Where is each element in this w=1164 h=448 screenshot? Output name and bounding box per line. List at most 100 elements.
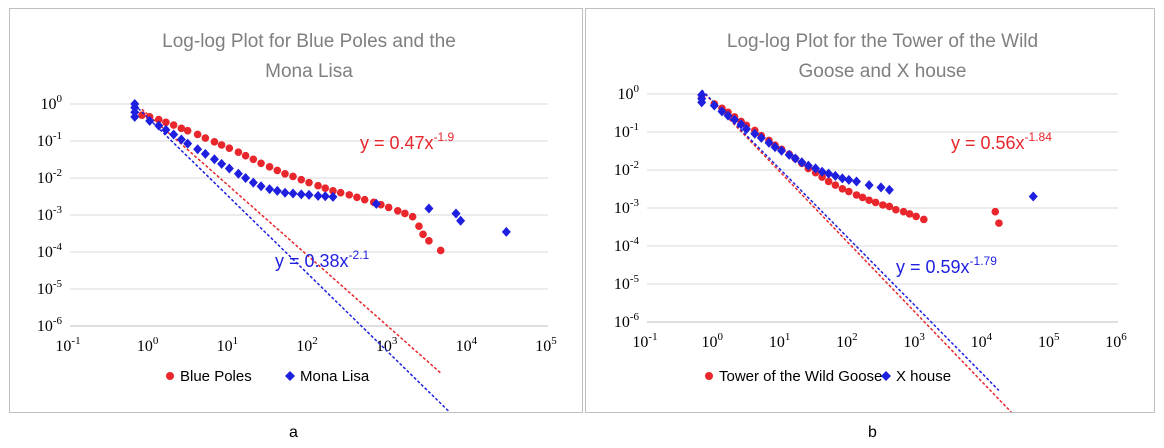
data-point (831, 181, 840, 189)
data-point (176, 134, 186, 145)
data-point (393, 206, 402, 215)
y-tick-label: 10-1 (37, 130, 62, 150)
data-point (304, 189, 314, 200)
data-point (803, 160, 813, 171)
trendline-equation: y = 0.59x-1.79 (896, 254, 997, 277)
data-point (297, 175, 306, 184)
data-point (844, 174, 854, 185)
x-tick-label: 101 (769, 331, 791, 351)
data-point (885, 202, 894, 211)
data-point (321, 184, 330, 193)
data-point (991, 207, 1000, 216)
data-point (265, 163, 274, 171)
data-point (345, 191, 354, 199)
x-tick-label: 105 (535, 335, 557, 355)
data-point (697, 97, 707, 108)
legend-marker (285, 371, 295, 381)
chart-b-svg: Log-log Plot for the Tower of the Wild Go… (614, 31, 1127, 412)
data-point (272, 185, 282, 196)
data-point (837, 173, 847, 184)
data-point (756, 132, 766, 143)
data-point (419, 230, 427, 239)
y-tick-label: 10-4 (614, 235, 640, 255)
data-point (864, 180, 874, 191)
x-tick-label: 100 (137, 335, 159, 355)
y-tick-label: 10-6 (614, 311, 640, 331)
legend-label: Tower of the Wild Goose (719, 368, 882, 385)
data-point (154, 120, 164, 131)
data-point (401, 209, 409, 218)
y-tick-label: 10-1 (614, 121, 639, 141)
data-point (1028, 191, 1038, 202)
x-tick-label: 106 (1105, 331, 1127, 351)
y-tick-label: 10-2 (614, 159, 639, 179)
trendline-x-house (701, 89, 1000, 392)
x-tick-label: 10-1 (55, 335, 80, 355)
data-point (183, 138, 193, 149)
data-point (884, 184, 894, 195)
data-point (456, 215, 466, 226)
data-point (257, 159, 265, 168)
data-point (224, 163, 234, 174)
y-tick-label: 10-3 (37, 204, 63, 224)
data-point (169, 121, 178, 129)
data-point (451, 208, 461, 219)
data-point (225, 144, 234, 152)
trendline-equation: y = 0.38x-2.1 (275, 248, 370, 271)
panel-label-a: a (289, 424, 298, 441)
y-tick-label: 100 (618, 83, 640, 103)
data-point (425, 237, 433, 245)
data-point (777, 145, 787, 156)
data-point (130, 111, 140, 122)
chart-a-svg: Log-log Plot for Blue Poles and the Mona … (37, 31, 557, 412)
data-point (790, 153, 800, 164)
data-point (296, 189, 306, 200)
data-point (161, 124, 171, 135)
data-point (280, 187, 290, 198)
data-point (183, 126, 192, 135)
trendline-equation: y = 0.56x-1.84 (951, 130, 1052, 153)
data-point (764, 137, 774, 148)
data-point (905, 210, 914, 218)
x-tick-label: 103 (376, 335, 398, 355)
data-point (865, 196, 873, 205)
trendline-mona-lisa (134, 104, 451, 412)
chart-title-line: Goose and X house (799, 61, 967, 82)
data-point (273, 166, 282, 175)
data-point (265, 184, 275, 195)
data-point (436, 246, 445, 255)
x-tick-label: 10-1 (632, 331, 657, 351)
data-point (920, 215, 928, 224)
data-point (912, 212, 920, 221)
data-point (384, 203, 393, 212)
data-point (177, 124, 186, 133)
data-point (210, 138, 219, 146)
data-point (876, 182, 886, 193)
data-point (824, 177, 833, 186)
legend-marker (705, 372, 713, 380)
data-point (329, 187, 337, 195)
y-tick-label: 10-3 (614, 197, 640, 217)
data-point (233, 168, 243, 179)
x-tick-label: 103 (903, 331, 925, 351)
data-point (353, 193, 361, 202)
y-tick-label: 10-5 (614, 273, 640, 293)
trendline-blue-poles (141, 108, 442, 374)
x-tick-label: 100 (702, 331, 724, 351)
chart-panel-a: Log-log Plot for Blue Poles and the Mona … (9, 8, 583, 413)
data-point (249, 155, 258, 164)
data-point (750, 128, 760, 139)
chart-title-line: Log-log Plot for the Tower of the Wild (727, 31, 1038, 52)
data-point (717, 106, 727, 117)
data-point (288, 188, 298, 199)
trendline-equation: y = 0.47x-1.9 (360, 130, 455, 153)
data-point (899, 207, 908, 216)
data-point (741, 123, 751, 134)
data-point (830, 170, 840, 181)
data-point (193, 130, 202, 139)
data-point (281, 169, 289, 178)
data-point (730, 114, 740, 125)
data-point (371, 198, 381, 209)
data-point (305, 178, 313, 187)
y-tick-label: 100 (41, 93, 63, 113)
